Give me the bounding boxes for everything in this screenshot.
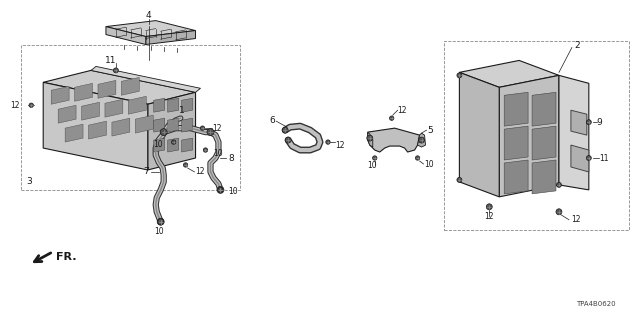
Polygon shape (106, 20, 196, 36)
Text: 9: 9 (596, 118, 602, 127)
Circle shape (367, 135, 372, 141)
Polygon shape (154, 118, 164, 132)
Text: 8: 8 (228, 154, 234, 163)
Bar (444, 41, 628, 230)
Text: 12: 12 (484, 212, 494, 221)
Circle shape (172, 140, 176, 144)
Polygon shape (135, 115, 153, 133)
Polygon shape (571, 145, 589, 172)
Polygon shape (88, 121, 106, 139)
Polygon shape (532, 126, 556, 160)
Text: 12: 12 (335, 140, 344, 149)
Text: 12: 12 (397, 106, 407, 115)
Text: 10: 10 (154, 227, 163, 236)
Text: 10: 10 (214, 148, 223, 157)
Circle shape (204, 148, 208, 152)
Polygon shape (182, 98, 193, 112)
Polygon shape (106, 27, 146, 44)
Circle shape (372, 156, 377, 160)
Polygon shape (532, 92, 556, 126)
Text: 3: 3 (26, 177, 32, 187)
Polygon shape (417, 133, 426, 147)
Text: 10: 10 (367, 162, 376, 171)
Polygon shape (112, 118, 130, 136)
Text: 12: 12 (571, 215, 580, 224)
Polygon shape (44, 82, 148, 170)
Circle shape (457, 73, 462, 78)
Circle shape (113, 68, 118, 73)
Text: 10: 10 (153, 140, 163, 148)
Bar (21, 45, 241, 190)
Circle shape (586, 120, 591, 125)
Circle shape (207, 129, 214, 136)
Polygon shape (75, 83, 93, 101)
Text: 11: 11 (105, 56, 116, 65)
Circle shape (218, 188, 223, 192)
Circle shape (157, 218, 164, 225)
Polygon shape (504, 126, 528, 160)
Polygon shape (168, 118, 179, 132)
Polygon shape (105, 99, 123, 117)
Text: 5: 5 (428, 126, 433, 135)
Polygon shape (460, 72, 499, 197)
Circle shape (586, 156, 591, 161)
Circle shape (556, 182, 561, 188)
Text: 11: 11 (599, 154, 608, 163)
Polygon shape (122, 77, 140, 95)
Circle shape (29, 103, 33, 108)
Polygon shape (532, 160, 556, 194)
Polygon shape (51, 86, 69, 104)
Circle shape (486, 204, 492, 210)
Circle shape (217, 186, 224, 193)
Text: 1: 1 (179, 106, 184, 115)
Polygon shape (460, 60, 559, 87)
Polygon shape (129, 96, 147, 114)
Circle shape (457, 177, 462, 182)
Circle shape (200, 126, 205, 130)
Text: TPA4B0620: TPA4B0620 (576, 301, 616, 307)
Polygon shape (368, 132, 372, 147)
Polygon shape (58, 105, 76, 123)
Circle shape (285, 137, 291, 143)
Text: 2: 2 (574, 41, 579, 50)
Polygon shape (559, 76, 589, 190)
Polygon shape (65, 124, 83, 142)
Polygon shape (98, 80, 116, 98)
Polygon shape (168, 98, 179, 112)
Circle shape (390, 116, 394, 120)
Text: 4: 4 (146, 11, 152, 20)
Text: 7: 7 (143, 167, 148, 176)
Circle shape (157, 219, 164, 225)
Circle shape (160, 129, 167, 136)
Polygon shape (44, 70, 196, 104)
Text: 10: 10 (228, 188, 238, 196)
Polygon shape (368, 128, 420, 152)
Text: 12: 12 (196, 167, 205, 176)
Circle shape (184, 163, 188, 167)
Text: 6: 6 (269, 116, 275, 125)
Polygon shape (182, 118, 193, 132)
Polygon shape (91, 67, 200, 92)
Polygon shape (154, 98, 164, 112)
Circle shape (556, 209, 562, 215)
Circle shape (419, 137, 424, 143)
Circle shape (326, 140, 330, 144)
Polygon shape (504, 92, 528, 126)
Text: 12: 12 (212, 124, 222, 132)
Polygon shape (504, 160, 528, 194)
Polygon shape (154, 138, 164, 152)
Text: 10: 10 (424, 160, 434, 170)
Text: 12: 12 (11, 101, 20, 110)
Polygon shape (148, 92, 196, 170)
Polygon shape (571, 110, 587, 135)
Polygon shape (168, 138, 179, 152)
Circle shape (282, 127, 288, 133)
Polygon shape (499, 76, 559, 197)
Circle shape (415, 156, 420, 160)
Polygon shape (81, 102, 99, 120)
Text: FR.: FR. (56, 252, 77, 261)
Polygon shape (182, 138, 193, 152)
Polygon shape (146, 31, 196, 44)
